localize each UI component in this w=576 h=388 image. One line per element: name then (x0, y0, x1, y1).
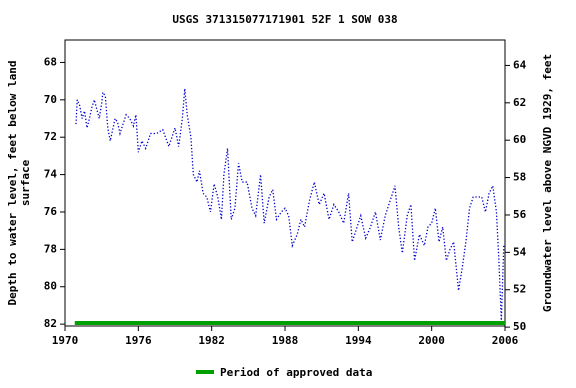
y2-tick-label: 52 (513, 283, 526, 296)
x-tick-label: 1994 (345, 334, 372, 347)
y2-tick-label: 64 (513, 58, 527, 71)
y-tick-label: 70 (44, 93, 57, 106)
x-tick-label: 1970 (52, 334, 79, 347)
y2-axis-label: Groundwater level above NGVD 1929, feet (541, 54, 554, 312)
x-tick-label: 2000 (418, 334, 445, 347)
plot-frame (64, 39, 506, 327)
y-axis-label: Depth to water level, feet below landsur… (6, 60, 32, 305)
y2-tick-label: 58 (513, 171, 526, 184)
y-tick-label: 68 (44, 55, 57, 68)
y-tick-label: 76 (44, 205, 58, 218)
y2-tick-label: 62 (513, 96, 526, 109)
x-tick-label: 1982 (198, 334, 225, 347)
chart-title: USGS 371315077171901 52F 1 SOW 038 (172, 13, 397, 26)
y-tick-label: 80 (44, 280, 57, 293)
x-tick-label: 2006 (492, 334, 519, 347)
y-tick-label: 78 (44, 242, 57, 255)
legend-label: Period of approved data (220, 366, 372, 379)
y-tick-label: 82 (44, 317, 57, 330)
y2-tick-label: 60 (513, 133, 526, 146)
y2-tick-label: 56 (513, 208, 527, 221)
y-tick-label: 74 (44, 168, 58, 181)
x-tick-label: 1976 (125, 334, 152, 347)
y2-tick-label: 54 (513, 245, 527, 258)
data-line (75, 88, 505, 321)
y2-tick-label: 50 (513, 320, 526, 333)
y-tick-label: 72 (44, 130, 57, 143)
x-tick-label: 1988 (272, 334, 299, 347)
